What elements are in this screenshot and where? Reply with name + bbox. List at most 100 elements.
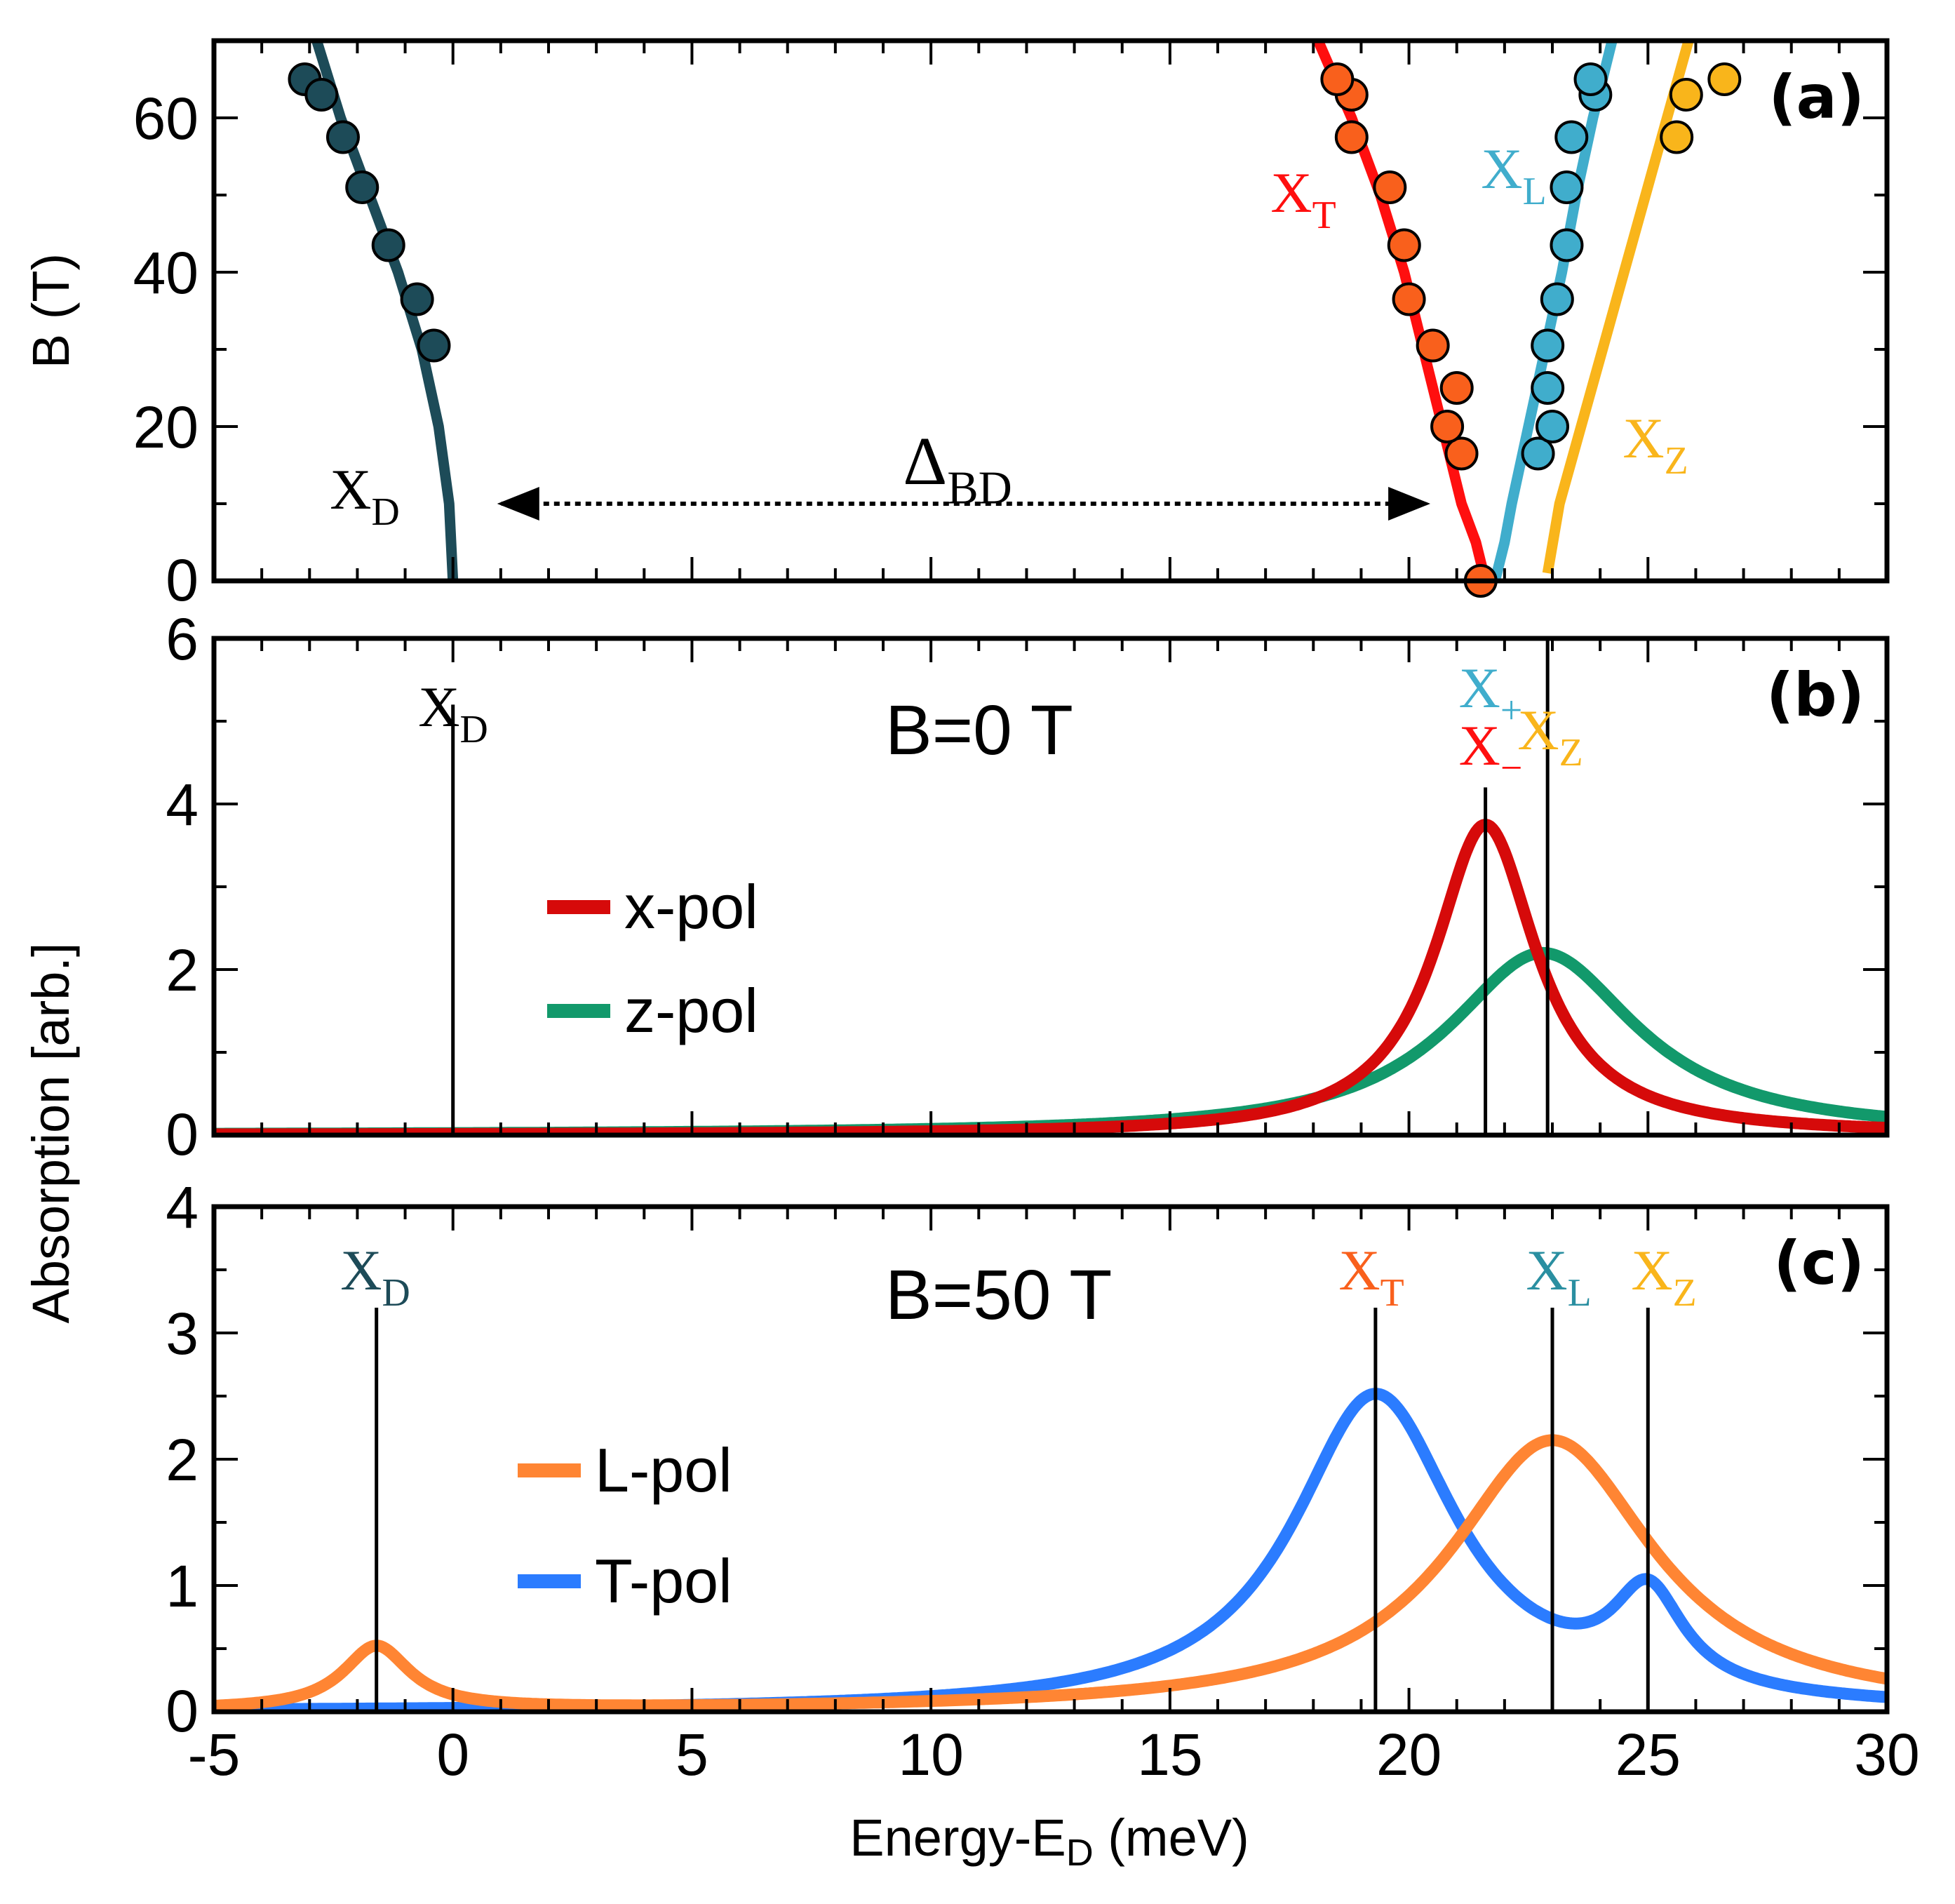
series-label-X_T-sub: T [1312,194,1336,237]
data-point-X_T [1334,120,1369,154]
delta-bd-label: ΔBD [903,424,1012,514]
label-xd-b: XD [418,675,488,751]
data-point-X_L [1536,410,1569,443]
data-point-X_T [1439,371,1474,405]
data-point-X_D [417,328,451,363]
y-axis-title-a: B (T) [22,253,80,368]
y-tick-label: 0 [166,1101,199,1167]
series-line-x-pol [214,819,1887,1135]
plot-frame-0 [211,38,1890,584]
series-label-X_L: XL [1481,137,1546,213]
y-tick-label: 4 [166,772,199,838]
data-point-X_T [1392,282,1426,316]
y-tick-label: 2 [166,937,199,1003]
label-c-3-sub: Z [1673,1271,1697,1315]
panel-label-0: (a) [1768,62,1865,133]
x-tick-label: 30 [1854,1722,1919,1788]
legend-label-z-pol: z-pol [624,976,758,1045]
series-label-X_Z: XZ [1623,406,1688,483]
y-tick-label: 0 [166,547,199,613]
series-label-X_D: XD [330,457,399,534]
label-xplus: X+ [1459,656,1523,732]
label-c-1-main: X [1338,1238,1380,1302]
label-c-1-sub: T [1380,1271,1404,1315]
legend-label-x-pol: x-pol [624,872,758,941]
label-xz-b-main: X [1517,698,1559,762]
data-point-X_Z [1669,78,1703,112]
data-point-X_D [400,282,434,316]
data-point-X_L [1554,120,1589,154]
series-label-X_Z-sub: Z [1665,439,1688,483]
y-tick-label: 20 [133,394,199,460]
series-label-X_D-sub: D [371,490,399,534]
x-axis-title-main: Energy-E [849,1809,1066,1867]
data-point-X_L [1540,282,1574,316]
series-label-X_Z-main: X [1623,406,1664,470]
series-label-X_L-sub: L [1523,170,1547,213]
series-line-L-pol [214,1434,1887,1712]
field-title-b: B=0 T [885,691,1073,770]
x-tick-label: 5 [676,1722,708,1788]
data-point-X_L [1531,371,1565,405]
series-label-X_L-main: X [1481,137,1522,201]
y-axis-title-bc: Absorption [arb.] [22,943,80,1324]
y-tick-label: 40 [133,240,199,306]
data-point-X_L [1521,436,1555,471]
y-tick-label: 0 [166,1678,199,1744]
label-c-3: XZ [1631,1238,1696,1315]
y-tick-label: 1 [166,1553,199,1619]
data-point-X_D [304,78,339,112]
x-axis-title-unit: (meV) [1094,1809,1249,1867]
data-point-X_T [1320,62,1355,96]
label-c-0-main: X [340,1238,382,1302]
data-point-X_T [1430,410,1465,443]
label-xminus-sub: − [1500,746,1522,790]
series-line-z-pol [214,946,1887,1135]
data-point-X_L [1550,170,1584,204]
delta-bd-label-sub: BD [947,462,1012,514]
label-xz-b: XZ [1517,698,1583,775]
label-c-2-main: X [1526,1238,1567,1302]
series-line-T-pol [214,1388,1887,1712]
legend-label-L-pol: L-pol [595,1435,732,1505]
panel-b-plot [214,819,1887,1135]
series-label-X_T: XT [1270,161,1336,237]
label-c-2: XL [1526,1238,1591,1315]
y-tick-label: 2 [166,1427,199,1493]
data-point-X_T [1416,328,1450,363]
label-c-1: XT [1338,1238,1404,1315]
data-point-X_D [345,170,379,204]
x-tick-label: 0 [436,1722,469,1788]
data-point-X_Z [1660,120,1694,154]
data-point-X_D [371,228,405,262]
x-tick-label: 10 [898,1722,963,1788]
label-xd-b-main: X [418,675,459,739]
label-xz-b-sub: Z [1559,731,1583,775]
x-axis-title-sub: D [1066,1832,1094,1874]
data-point-X_L [1531,328,1565,363]
panel-c-plot [214,1388,1887,1712]
y-tick-label: 6 [166,606,199,672]
x-tick-label: 25 [1615,1722,1681,1788]
data-point-X_T [1373,170,1407,204]
series-label-X_T-main: X [1270,161,1312,224]
label-c-0-sub: D [382,1271,410,1315]
x-tick-label: 20 [1376,1722,1442,1788]
y-tick-label: 3 [166,1301,199,1367]
label-c-2-sub: L [1568,1271,1592,1315]
label-xd-b-sub: D [459,708,488,751]
panel-label-1: (b) [1766,660,1865,730]
label-xminus-main: X [1459,713,1500,777]
data-point-X_L [1550,228,1584,262]
y-tick-label: 4 [166,1174,199,1240]
data-point-X_L [1573,62,1608,96]
label-c-0: XD [340,1238,410,1315]
data-point-X_T [1387,228,1421,262]
field-title-c: B=50 T [885,1256,1112,1334]
legend-label-T-pol: T-pol [595,1546,732,1616]
label-c-3-main: X [1631,1238,1672,1302]
series-label-X_D-main: X [330,457,371,521]
panel-label-2: (c) [1773,1228,1865,1299]
y-tick-label: 60 [133,86,199,152]
